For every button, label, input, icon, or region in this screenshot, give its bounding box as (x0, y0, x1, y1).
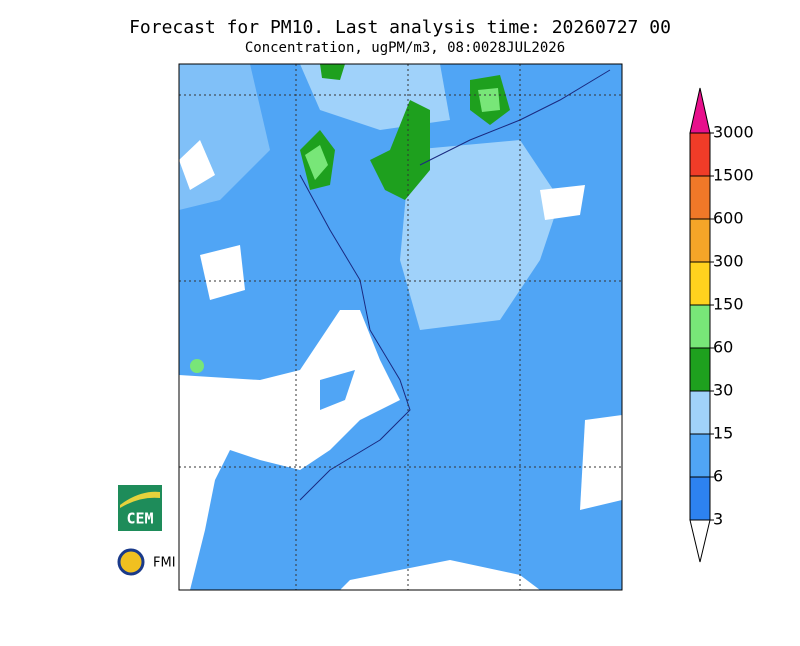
colorbar-segment (689, 175, 711, 220)
colorbar-label: 30 (713, 381, 733, 400)
colorbar-label: 3 (713, 510, 723, 529)
colorbar-segment (689, 347, 711, 392)
colorbar-segment (689, 433, 711, 478)
colorbar-label: 15 (713, 424, 733, 443)
cem-swoosh (120, 491, 160, 508)
colorbar-label: 300 (713, 252, 744, 271)
white-area (580, 415, 622, 510)
colorbar-segment (689, 218, 711, 263)
colorbar-label: 6 (713, 467, 723, 486)
colorbar-label: 150 (713, 295, 744, 314)
map-frame (178, 63, 623, 591)
green-spot (190, 359, 204, 373)
lake (320, 370, 355, 410)
colorbar-segment (689, 261, 711, 306)
colorbar-segment (689, 132, 711, 177)
colorbar-segment (689, 476, 711, 521)
cem-logo: CEM (118, 485, 162, 531)
colorbar-label: 600 (713, 209, 744, 228)
fmi-logo: FMI (117, 548, 176, 576)
colorbar-segment (689, 390, 711, 435)
light-green-area (305, 145, 328, 180)
white-area (540, 185, 585, 220)
colorbar-label: 60 (713, 338, 733, 357)
colorbar: 3 6 15 30 60 150 300 600 1500 3000 (689, 87, 754, 563)
coastline (299, 174, 411, 501)
fmi-emblem (117, 548, 145, 576)
light-area (400, 140, 560, 330)
colorbar-triangle (689, 87, 711, 134)
white-area (340, 560, 540, 590)
cem-text: CEM (126, 510, 153, 528)
colorbar-segment (689, 304, 711, 349)
map (178, 63, 623, 591)
green-area (320, 64, 345, 80)
colorbar-triangle (689, 519, 711, 563)
green-area (370, 100, 430, 200)
colorbar-label: 3000 (713, 123, 754, 142)
white-area (200, 245, 245, 300)
white-area (179, 140, 215, 190)
fmi-text: FMI (153, 556, 176, 571)
light-green-area (478, 88, 500, 112)
colorbar-label: 1500 (713, 166, 754, 185)
subtitle: Concentration, ugPM/m3, 08:0028JUL2026 (245, 40, 565, 56)
title: Forecast for PM10. Last analysis time: 2… (129, 17, 671, 38)
